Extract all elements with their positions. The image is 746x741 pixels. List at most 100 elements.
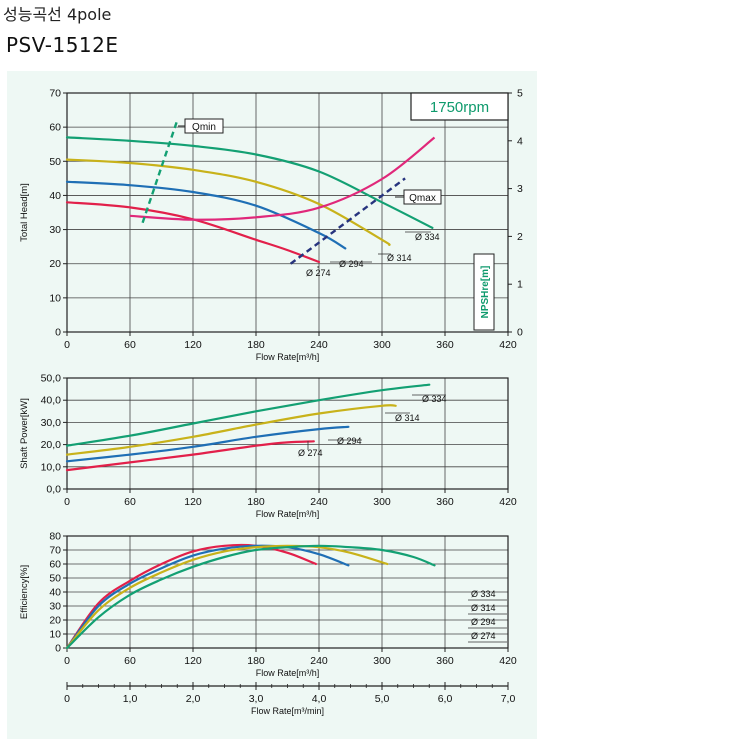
curve-label: Ø 294 [339, 259, 364, 269]
efficiency-chart: 0 60 120 180 240 300 360 420 0 10 20 30 40 50 60 70 80 Fl… [19, 531, 517, 679]
npsh-line [129, 136, 436, 221]
x-axis-label: Flow Rate[m³/min] [251, 706, 324, 716]
legend-label: Ø 294 [471, 617, 496, 627]
x-tick-label: 2,0 [186, 693, 201, 705]
x-axis-label: Flow Rate[m³/h] [256, 352, 320, 362]
curve-label: Ø 274 [306, 268, 331, 278]
y-axis-label: Shaft Power[kW] [19, 398, 30, 469]
y-tick-label: 70 [49, 88, 61, 100]
q-line [289, 177, 406, 265]
x-tick-label: 120 [184, 496, 202, 508]
x-tick-label: 0 [64, 339, 70, 351]
x-tick-label: 60 [124, 655, 136, 667]
x-tick-label: 420 [499, 655, 517, 667]
series-line [65, 383, 431, 447]
power-chart: 0 60 120 180 240 300 360 420 0,0 10,0 20,0 30,0 40,0… [19, 373, 517, 520]
series-line [65, 544, 389, 650]
rpm-box [410, 92, 509, 121]
curve-label: Ø 314 [395, 413, 420, 423]
page-title-korean: 성능곡선 4pole [3, 5, 112, 24]
y-tick-label: 20,0 [41, 439, 62, 451]
y-tick-label: 10 [49, 629, 61, 641]
series-line [65, 158, 391, 246]
series-line [65, 180, 347, 250]
x-tick-label: 3,0 [249, 693, 264, 705]
curve-label: Ø 314 [387, 253, 412, 263]
x-tick-label: 60 [124, 496, 136, 508]
y-tick-label: 50 [49, 156, 61, 168]
y-tick-label: 10 [49, 292, 61, 304]
npsh-label-box [473, 253, 495, 331]
y-tick-label: 30,0 [41, 417, 62, 429]
x-tick-label: 0 [64, 655, 70, 667]
y-tick-label: 0,0 [46, 484, 61, 496]
y2-tick-label: 4 [517, 135, 523, 147]
y-tick-label: 0 [55, 327, 61, 339]
curve-label: Ø 294 [337, 436, 362, 446]
x-tick-label: 60 [124, 339, 136, 351]
y-tick-label: 40,0 [41, 395, 62, 407]
series-line [65, 404, 397, 456]
x-tick-label: 240 [310, 655, 328, 667]
y-tick-label: 0 [55, 643, 61, 655]
curve-label: Ø 274 [298, 448, 323, 458]
x-tick-label: 6,0 [438, 693, 453, 705]
x-tick-label: 420 [499, 496, 517, 508]
series-line [65, 136, 434, 229]
x-axis-label: Flow Rate[m³/h] [256, 509, 320, 519]
y-tick-label: 60 [49, 559, 61, 571]
y-tick-label: 80 [49, 531, 61, 543]
x-tick-label: 0 [64, 693, 70, 705]
x-tick-label: 1,0 [123, 693, 138, 705]
y2-axis-label: NPSHre[m] [480, 266, 491, 319]
y2-tick-label: 5 [517, 88, 523, 100]
series-line [65, 201, 321, 264]
y-tick-label: 60 [49, 122, 61, 134]
q-line [141, 119, 179, 224]
plot-frame [66, 377, 509, 490]
series-line [65, 543, 317, 650]
x-tick-label: 300 [373, 496, 391, 508]
y-tick-label: 20 [49, 258, 61, 270]
x-tick-label: 240 [310, 339, 328, 351]
y-tick-label: 40 [49, 190, 61, 202]
x-tick-label: 0 [64, 496, 70, 508]
x-tick-label: 4,0 [312, 693, 327, 705]
x-tick-label: 7,0 [501, 693, 516, 705]
legend-label: Ø 334 [471, 589, 496, 599]
y2-tick-label: 0 [517, 327, 523, 339]
x-tick-label: 300 [373, 655, 391, 667]
x-tick-label: 120 [184, 339, 202, 351]
x-tick-label: 360 [436, 496, 454, 508]
y-tick-label: 30 [49, 601, 61, 613]
legend-label: Ø 274 [471, 631, 496, 641]
series-line [65, 425, 350, 463]
x-tick-label: 300 [373, 339, 391, 351]
y-tick-label: 50 [49, 573, 61, 585]
legend-label: Ø 314 [471, 603, 496, 613]
y-tick-label: 50,0 [41, 373, 62, 385]
y-tick-label: 30 [49, 224, 61, 236]
y-tick-label: 10,0 [41, 461, 62, 473]
series-line [65, 440, 315, 472]
y-axis-label: Total Head[m] [19, 183, 30, 242]
x-tick-label: 180 [247, 655, 265, 667]
y-tick-label: 20 [49, 615, 61, 627]
y-tick-label: 40 [49, 587, 61, 599]
curve-label: Ø 334 [422, 394, 447, 404]
y-axis-label: Efficiency[%] [19, 565, 30, 619]
plot-frame [66, 92, 509, 333]
y2-tick-label: 1 [517, 279, 523, 291]
y-tick-label: 70 [49, 545, 61, 557]
y2-tick-label: 2 [517, 231, 523, 243]
x-tick-label: 120 [184, 655, 202, 667]
x-tick-label: 240 [310, 496, 328, 508]
flow-min-axis: 0 1,0 2,0 3,0 4,0 5,0 6,0 7,0 Flow Rate[m³/min] [64, 682, 515, 716]
qmax-label: Qmax [409, 193, 436, 204]
qmin-label: Qmin [192, 122, 216, 133]
x-tick-label: 5,0 [375, 693, 390, 705]
x-tick-label: 180 [247, 339, 265, 351]
x-tick-label: 420 [499, 339, 517, 351]
x-tick-label: 180 [247, 496, 265, 508]
